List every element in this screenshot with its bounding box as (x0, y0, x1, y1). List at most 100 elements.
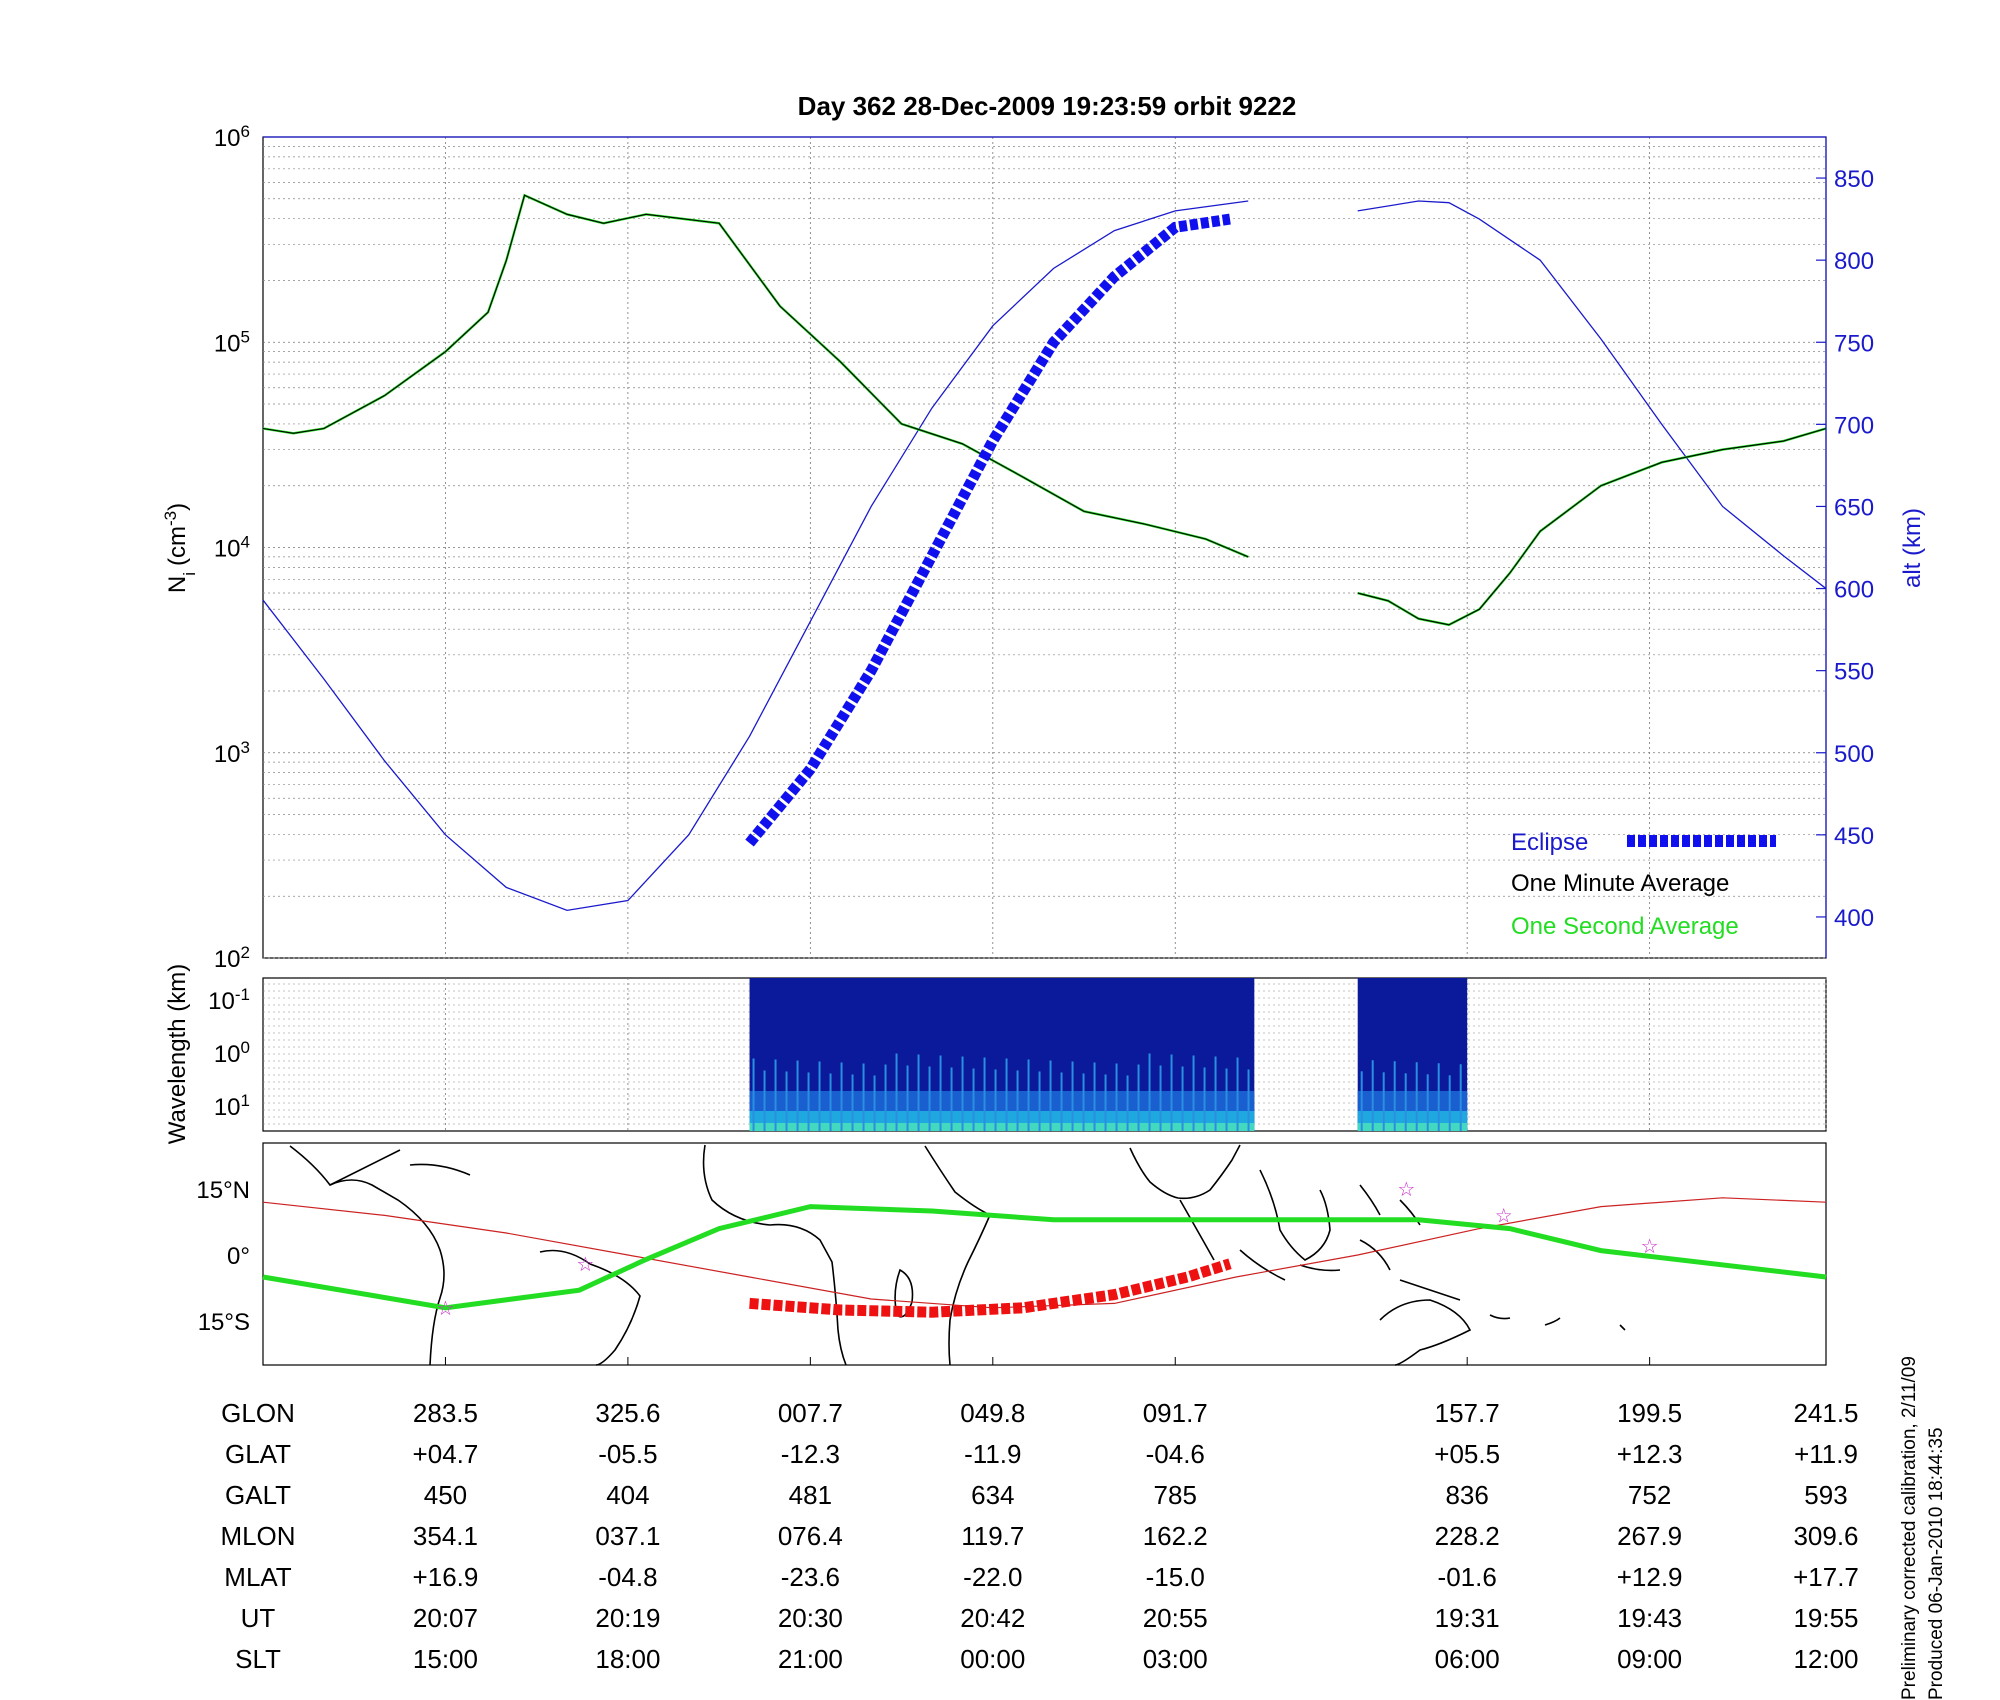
right-tick-label: 800 (1834, 248, 1874, 275)
left-axis-label: Ni(cm-3) (161, 503, 199, 593)
table-row-label: GALT (225, 1480, 291, 1510)
density-lines (262, 193, 1827, 627)
table-cell: 20:55 (1143, 1603, 1208, 1633)
coast-africa-east (924, 1145, 992, 1366)
coast-central-america (329, 1149, 471, 1186)
map-tick-label: 0° (227, 1243, 250, 1270)
spectrogram-tick-label: 100 (214, 1038, 250, 1069)
right-tick-label: 600 (1834, 577, 1874, 604)
spectrogram-panel: 10-1 100 101 Wavelength (km) (164, 964, 1827, 1145)
table-cell: -01.6 (1438, 1562, 1497, 1592)
table-cell: -05.5 (598, 1439, 657, 1469)
table-cell: 157.7 (1435, 1398, 1500, 1428)
altitude-lines (262, 200, 1827, 912)
table-row-label: MLAT (224, 1562, 292, 1592)
table-cell: 03:00 (1143, 1644, 1208, 1674)
legend-eclipse-label: Eclipse (1511, 829, 1588, 856)
table-cell: 18:00 (595, 1644, 660, 1674)
right-tick-label: 400 (1834, 905, 1874, 932)
table-cell: 21:00 (778, 1644, 843, 1674)
eclipse-line-path (745, 213, 1231, 847)
table-row-label: GLON (221, 1398, 295, 1428)
spectrogram-axis-label: Wavelength (km) (164, 964, 191, 1145)
table-cell: 634 (971, 1480, 1014, 1510)
table-cell: +12.9 (1617, 1562, 1683, 1592)
table-cell: +16.9 (413, 1562, 479, 1592)
table-cell: 752 (1628, 1480, 1671, 1510)
legend: Eclipse One Minute Average One Second Av… (1511, 829, 1776, 940)
coast-india (1179, 1199, 1215, 1261)
left-tick-label: 103 (214, 737, 250, 768)
altitude-line (1357, 200, 1827, 590)
table-cell: 076.4 (778, 1521, 843, 1551)
coast-philippines (1359, 1184, 1421, 1226)
table-cell: 450 (424, 1480, 467, 1510)
table-cell: 241.5 (1793, 1398, 1858, 1428)
orbit-table: GLON 283.5 325.6 007.7 049.8 091.7 157.7 199.5 2… (220, 1398, 1858, 1674)
star-marker: ☆ (576, 1252, 594, 1276)
table-cell: +11.9 (1794, 1439, 1858, 1469)
table-cell: 593 (1804, 1480, 1847, 1510)
table-cell: 19:43 (1617, 1603, 1682, 1633)
table-cell: 481 (789, 1480, 832, 1510)
map-tick-label: 15°N (196, 1177, 250, 1204)
star-marker: ☆ (1495, 1203, 1513, 1227)
table-cell: 15:00 (413, 1644, 478, 1674)
table-cell: 091.7 (1143, 1398, 1208, 1428)
eclipse-track-segment (749, 1258, 1232, 1318)
coast-south-america-east (539, 1249, 641, 1366)
coast-se-asia (1259, 1169, 1331, 1261)
table-cell: 007.7 (778, 1398, 843, 1428)
right-tick-label: 550 (1834, 659, 1874, 686)
right-tick-label: 750 (1834, 330, 1874, 357)
table-cell: 283.5 (413, 1398, 478, 1428)
left-tick-label: 104 (214, 532, 250, 563)
table-cell: 119.7 (961, 1521, 1024, 1551)
spectrogram-blocks (749, 978, 1468, 1131)
footer-line-2: Produced 06-Jan-2010 18:44:35 (1926, 1427, 1947, 1700)
table-cell: 836 (1445, 1480, 1488, 1510)
magnetic-equator (262, 1204, 1827, 1311)
table-cell: 325.6 (595, 1398, 660, 1428)
table-cell: -11.9 (964, 1439, 1021, 1469)
spectrogram-band (749, 1123, 1255, 1131)
table-cell: 20:30 (778, 1603, 843, 1633)
table-cell: +05.5 (1434, 1439, 1500, 1469)
table-cell: -04.6 (1146, 1439, 1205, 1469)
table-cell: 12:00 (1793, 1644, 1858, 1674)
spectrogram-tick-label: 101 (214, 1091, 250, 1122)
table-cell: -23.6 (781, 1562, 840, 1592)
table-cell: 19:55 (1793, 1603, 1858, 1633)
panel3-frame (262, 1142, 1827, 1366)
table-cell: 267.9 (1617, 1521, 1682, 1551)
star-marker: ☆ (436, 1296, 454, 1320)
chart-title: Day 362 28-Dec-2009 19:23:59 orbit 9222 (798, 91, 1297, 121)
table-cell: 19:31 (1435, 1603, 1500, 1633)
right-tick-label: 850 (1834, 166, 1874, 193)
spectrogram-ticks: 10-1 100 101 (208, 985, 250, 1122)
right-axis-label: alt (km) (1899, 508, 1926, 588)
spectrogram-band (1357, 1123, 1468, 1131)
star-marker: ☆ (1641, 1234, 1659, 1258)
footer-line-1: Preliminary corrected calibration, 2/11/… (1899, 1356, 1920, 1700)
table-row-label: UT (241, 1603, 276, 1633)
table-cell: 09:00 (1617, 1644, 1682, 1674)
table-row-label: GLAT (225, 1439, 291, 1469)
table-cell: 404 (606, 1480, 649, 1510)
table-cell: 037.1 (595, 1521, 660, 1551)
table-cell: -22.0 (963, 1562, 1022, 1592)
map-ticks: 15°N 0° 15°S (196, 1177, 250, 1336)
coast-madagascar (894, 1268, 914, 1318)
left-tick-label: 105 (214, 327, 250, 358)
left-ticks: 102 103 104 105 106 (214, 122, 250, 974)
coastlines (289, 1144, 1626, 1366)
right-tick-label: 650 (1834, 494, 1874, 521)
table-cell: 162.2 (1143, 1521, 1208, 1551)
left-tick-label: 106 (214, 122, 250, 153)
altitude-line (262, 200, 1249, 912)
right-tick-label: 450 (1834, 823, 1874, 850)
star-marker: ☆ (1397, 1177, 1415, 1201)
table-cell: 00:00 (960, 1644, 1025, 1674)
coast-africa-west (702, 1144, 847, 1366)
